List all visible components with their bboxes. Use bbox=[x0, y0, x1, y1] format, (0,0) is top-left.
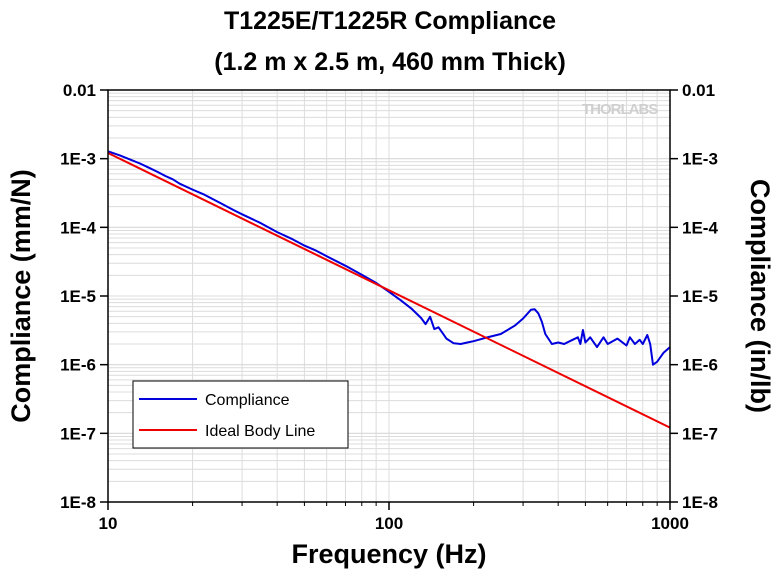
series-lines bbox=[107, 150, 671, 429]
thorlabs-watermark: THORLABS bbox=[582, 101, 658, 118]
y-tick-label-right: 1E-3 bbox=[682, 150, 718, 169]
chart-title: T1225E/T1225R Compliance bbox=[224, 7, 556, 35]
y-tick-label-left: 1E-3 bbox=[60, 150, 96, 169]
y-axis-label-right: Compliance (in/lb) bbox=[745, 179, 775, 413]
y-axis-label-left: Compliance (mm/N) bbox=[6, 169, 36, 423]
series-line-ideal-body-line bbox=[107, 152, 671, 429]
chart-subtitle: (1.2 m x 2.5 m, 460 mm Thick) bbox=[214, 48, 566, 76]
y-tick-label-right: 1E-6 bbox=[682, 356, 718, 375]
y-tick-label-left: 1E-5 bbox=[60, 287, 96, 306]
y-tick-label-left: 1E-7 bbox=[60, 424, 96, 443]
legend-box bbox=[132, 380, 349, 449]
x-axis-label: Frequency (Hz) bbox=[291, 539, 486, 569]
x-tick-label: 1000 bbox=[651, 514, 689, 533]
y-tick-label-right: 1E-8 bbox=[682, 493, 718, 512]
y-tick-label-right: 1E-7 bbox=[682, 424, 718, 443]
y-tick-label-left: 1E-4 bbox=[60, 218, 96, 237]
series-line-compliance bbox=[107, 150, 671, 366]
legend-label-ideal-body-line: Ideal Body Line bbox=[205, 423, 315, 440]
y-tick-label-left: 1E-6 bbox=[60, 356, 96, 375]
x-tick-label: 100 bbox=[375, 514, 403, 533]
x-tick-label: 10 bbox=[99, 514, 118, 533]
y-tick-label-right: 1E-5 bbox=[682, 287, 718, 306]
legend-label-compliance: Compliance bbox=[205, 392, 290, 409]
y-tick-label-left: 0.01 bbox=[63, 81, 96, 100]
y-tick-label-left: 1E-8 bbox=[60, 493, 96, 512]
grid-lines bbox=[108, 90, 670, 502]
y-tick-label-right: 0.01 bbox=[682, 81, 715, 100]
y-tick-label-right: 1E-4 bbox=[682, 218, 718, 237]
axis-ticks: 10 100 1000 0.01 0.01 1E-3 1E-3 1E-4 1E-4 1E-5 1E-… bbox=[60, 81, 718, 533]
legend: Compliance Ideal Body Line bbox=[132, 380, 349, 449]
